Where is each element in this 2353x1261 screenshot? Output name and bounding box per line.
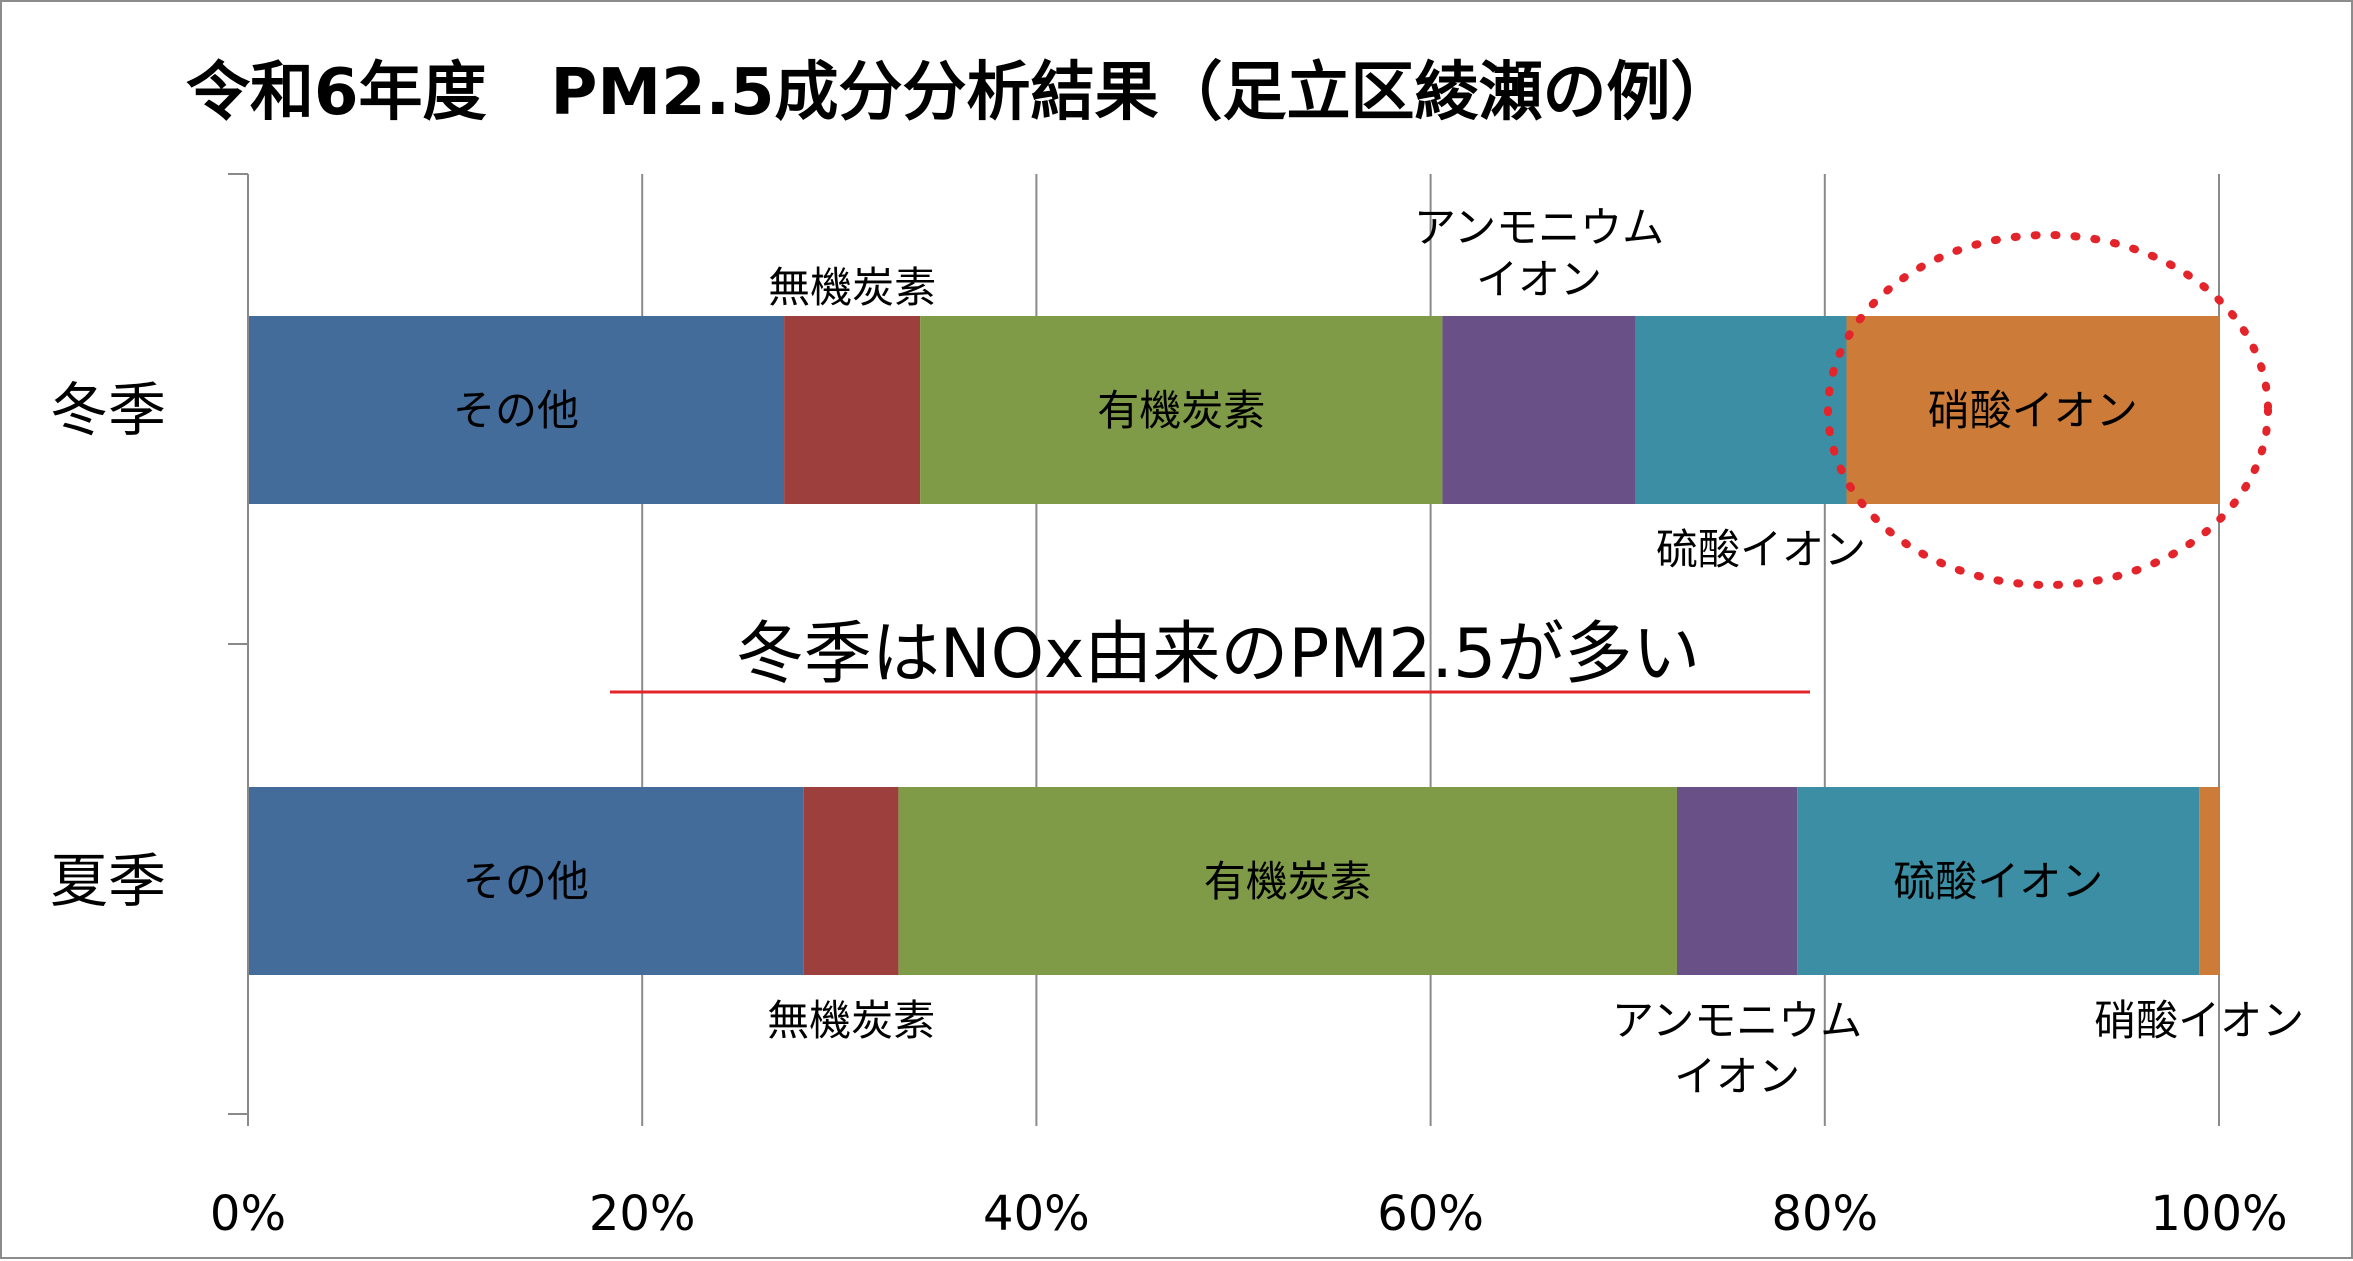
segment-label: アンモニウム: [1414, 203, 1664, 252]
segment-label: 無機炭素: [767, 996, 935, 1045]
highlight-circle: [1824, 231, 2272, 589]
segment-label: 硝酸イオン: [1928, 386, 2138, 435]
bar-segment: [898, 787, 1677, 975]
segment-label-line2: イオン: [1674, 1052, 1800, 1101]
axes: 0% 20% 40% 60% 80% 100%: [210, 173, 2288, 1242]
labels: 冬季夏季その他無機炭素有機炭素アンモニウムイオン硫酸イオン硝酸イオンその他無機炭…: [50, 203, 2304, 1101]
x-tick-label: 20%: [589, 1186, 696, 1242]
chart-title: 令和6年度 PM2.5成分分析結果（足立区綾瀬の例）: [186, 56, 1735, 130]
segment-label: 有機炭素: [1097, 386, 1265, 435]
bars: [248, 316, 2219, 975]
x-tick-label: 40%: [983, 1186, 1090, 1242]
segment-label: 硫酸イオン: [1656, 525, 1866, 574]
category-label: 冬季: [50, 376, 166, 444]
x-tick-label: 100%: [2150, 1186, 2287, 1242]
annotation-text: 冬季はNOx由来のPM2.5が多い: [736, 615, 1700, 694]
bar-segment: [1442, 316, 1636, 504]
bar-segment: [803, 787, 899, 975]
bar-segment: [1797, 787, 2200, 975]
segment-label: アンモニウム: [1612, 996, 1862, 1045]
segment-label: 硝酸イオン: [2094, 996, 2304, 1045]
bar-segment: [920, 316, 1443, 504]
segment-label-line2: イオン: [1476, 255, 1602, 304]
bar-segment: [2199, 787, 2219, 975]
segment-label: 有機炭素: [1204, 857, 1372, 906]
segment-label: 無機炭素: [768, 263, 936, 312]
bar-segment: [1846, 316, 2219, 504]
annotation: 冬季はNOx由来のPM2.5が多い: [610, 231, 2272, 694]
bar-segment: [248, 787, 804, 975]
segment-label: その他: [463, 857, 589, 906]
bar-segment: [1635, 316, 1847, 504]
bar-segment: [248, 316, 785, 504]
x-tick-label: 80%: [1771, 1186, 1878, 1242]
x-tick-label: 60%: [1377, 1186, 1484, 1242]
bar-segment: [784, 316, 921, 504]
x-tick-label: 0%: [210, 1186, 286, 1242]
segment-label: 硫酸イオン: [1893, 857, 2103, 906]
bar-segment: [1676, 787, 1798, 975]
category-label: 夏季: [50, 847, 166, 915]
segment-label: その他: [453, 386, 579, 435]
